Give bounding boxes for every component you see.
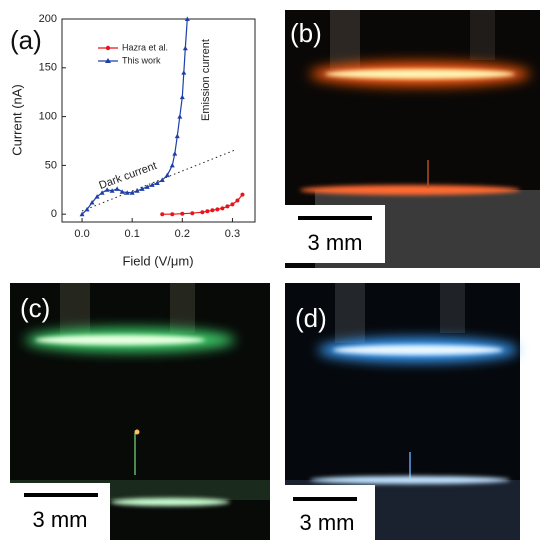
- marker: [235, 199, 239, 203]
- marker: [225, 204, 229, 208]
- marker: [210, 208, 214, 212]
- y-tick-label: 0: [51, 208, 57, 220]
- marker: [180, 212, 184, 216]
- marker: [230, 202, 234, 206]
- scale-label: 3 mm: [33, 507, 88, 532]
- annotation: Emission current: [200, 39, 212, 121]
- marker: [181, 70, 186, 75]
- marker: [200, 210, 204, 214]
- legend-label: Hazra et al.: [122, 42, 168, 52]
- y-tick-label: 150: [39, 62, 57, 74]
- marker: [160, 212, 164, 216]
- marker: [170, 212, 174, 216]
- y-axis-label: Current (nA): [9, 84, 24, 156]
- figure: (a) Field (V/μm) Current (nA) Dark curre…: [0, 0, 540, 540]
- x-tick-label: 0.3: [225, 228, 240, 240]
- photo-b: (b) 3 mm: [285, 10, 540, 268]
- marker: [220, 206, 224, 210]
- panel-label: (a): [10, 25, 42, 55]
- marker: [155, 180, 160, 185]
- marker: [240, 193, 244, 197]
- marker: [175, 134, 180, 139]
- legend-marker: [106, 46, 110, 50]
- marker: [190, 211, 194, 215]
- annotation: Dark current: [97, 160, 158, 192]
- scale-label: 3 mm: [308, 230, 363, 255]
- marker: [215, 207, 219, 211]
- marker: [115, 186, 120, 191]
- legend-label: This work: [122, 55, 161, 65]
- photo-d: (d) 3 mm: [285, 283, 520, 540]
- panel-label: (d): [295, 303, 327, 333]
- panel-label: (b): [290, 18, 322, 48]
- y-tick-label: 200: [39, 13, 57, 25]
- x-axis-label: Field (V/μm): [122, 253, 193, 268]
- x-tick-label: 0.0: [74, 228, 89, 240]
- x-tick-label: 0.2: [175, 228, 190, 240]
- x-tick-label: 0.1: [125, 228, 140, 240]
- marker: [172, 151, 177, 156]
- marker: [183, 46, 188, 51]
- marker: [170, 163, 175, 168]
- y-tick-label: 100: [39, 111, 57, 123]
- panel-label: (c): [20, 293, 50, 323]
- scale-label: 3 mm: [300, 510, 355, 535]
- marker: [205, 209, 209, 213]
- photo-c: (c) 3 mm: [10, 283, 270, 540]
- y-tick-label: 50: [45, 159, 57, 171]
- marker: [165, 173, 170, 178]
- marker: [177, 114, 182, 119]
- marker: [180, 95, 185, 100]
